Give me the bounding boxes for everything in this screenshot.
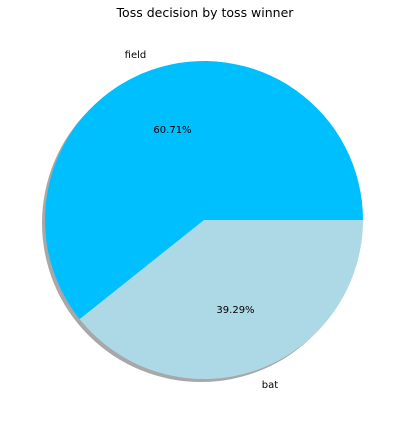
pie-slices <box>45 61 363 379</box>
slice-percent-field: 60.71% <box>153 125 191 136</box>
slice-label-bat: bat <box>262 380 278 391</box>
slice-percent-bat: 39.29% <box>216 305 254 316</box>
slice-label-field: field <box>125 50 147 61</box>
